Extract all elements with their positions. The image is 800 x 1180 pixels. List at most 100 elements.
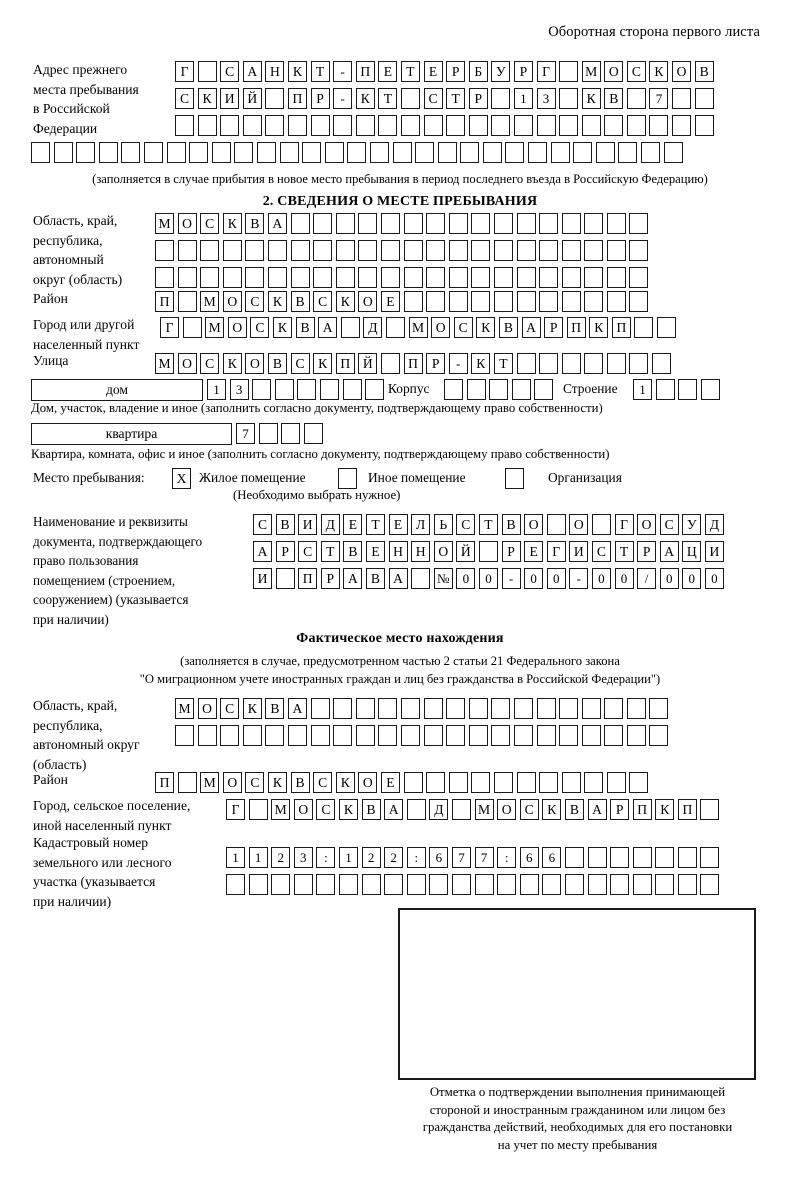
prev-address-r1-cell-3[interactable]: С (220, 61, 240, 82)
city-cell-14[interactable]: С (453, 317, 473, 338)
prev-address-r3-cell-10[interactable] (378, 115, 398, 136)
document-r2-cell-19[interactable]: А (659, 541, 679, 562)
document-r1-cell-16[interactable] (591, 514, 611, 535)
region-r1-cell-6[interactable]: А (267, 213, 287, 234)
document-r3-cell-15[interactable]: - (569, 568, 589, 589)
region-r2-cell-17[interactable] (516, 240, 536, 261)
actual-region-r1-cell-9[interactable] (355, 698, 375, 719)
actual-city-cell-2[interactable] (248, 799, 268, 820)
actual-region-r2-cell-21[interactable] (626, 725, 646, 746)
korpus-cell-1[interactable] (444, 379, 463, 400)
document-r3-cell-16[interactable]: 0 (591, 568, 611, 589)
city-cell-23[interactable] (657, 317, 677, 338)
cadastral-r2-cell-19[interactable] (632, 874, 652, 895)
cadastral-r1-cell-15[interactable]: 6 (542, 847, 562, 868)
district-cell-17[interactable] (516, 291, 536, 312)
region-r3-cell-1[interactable] (155, 267, 174, 288)
flat-number-cells[interactable]: 7 (236, 423, 323, 444)
actual-district-cell-12[interactable] (403, 772, 423, 793)
document-r3-cell-4[interactable]: Р (320, 568, 340, 589)
prev-address-r2-cell-13[interactable]: Т (446, 88, 466, 109)
prev-address-r3-cell-3[interactable] (220, 115, 240, 136)
district-cell-1[interactable]: П (155, 291, 174, 312)
region-r2-cell-12[interactable] (403, 240, 423, 261)
district-cell-20[interactable] (584, 291, 604, 312)
street-cell-14[interactable]: - (448, 353, 468, 374)
actual-region-r2-cell-20[interactable] (604, 725, 624, 746)
actual-city-cell-12[interactable]: М (474, 799, 494, 820)
actual-district-cell-15[interactable] (471, 772, 491, 793)
cadastral-r2-cell-11[interactable] (451, 874, 471, 895)
prev-address-r3-cell-17[interactable] (536, 115, 556, 136)
district-cell-5[interactable]: С (245, 291, 265, 312)
prev-address-r4-cell-13[interactable] (302, 142, 322, 163)
actual-region-r1-cell-8[interactable] (333, 698, 353, 719)
city-cell-7[interactable]: В (295, 317, 315, 338)
prev-address-r1-cell-2[interactable] (197, 61, 217, 82)
document-r3-cell-13[interactable]: 0 (524, 568, 544, 589)
actual-city-cell-6[interactable]: К (338, 799, 358, 820)
prev-address-r2-cell-4[interactable]: Й (242, 88, 262, 109)
prev-address-r3-cell-24[interactable] (694, 115, 714, 136)
region-r1-cell-13[interactable] (426, 213, 446, 234)
prev-address-r2-cell-10[interactable]: Т (378, 88, 398, 109)
actual-city-cell-10[interactable]: Д (429, 799, 449, 820)
korpus-cell-3[interactable] (489, 379, 509, 400)
actual-region-r1-cell-4[interactable]: К (242, 698, 262, 719)
document-r2-cell-1[interactable]: А (253, 541, 272, 562)
region-r2-cell-18[interactable] (539, 240, 559, 261)
region-r2-cell-2[interactable] (177, 240, 197, 261)
actual-city-cell-4[interactable]: О (293, 799, 313, 820)
actual-region-r2-cell-1[interactable] (175, 725, 194, 746)
stroenie-cell-3[interactable] (678, 379, 698, 400)
prev-address-r2-cell-6[interactable]: П (287, 88, 307, 109)
document-r2-cell-8[interactable]: Н (411, 541, 431, 562)
actual-region-r2-cell-15[interactable] (491, 725, 511, 746)
actual-region-r2-cell-6[interactable] (287, 725, 307, 746)
prev-address-r3-cell-1[interactable] (175, 115, 194, 136)
city-cell-22[interactable] (634, 317, 654, 338)
region-r3-cell-22[interactable] (629, 267, 649, 288)
actual-region-r2-cell-10[interactable] (378, 725, 398, 746)
actual-district-cell-21[interactable] (606, 772, 626, 793)
cadastral-r1-cell-3[interactable]: 2 (271, 847, 291, 868)
prev-address-r1-cell-16[interactable]: Р (513, 61, 533, 82)
region-r3-cell-20[interactable] (584, 267, 604, 288)
prev-address-r4-cell-4[interactable] (98, 142, 118, 163)
district-cell-11[interactable]: Е (380, 291, 400, 312)
region-r2-cell-3[interactable] (200, 240, 220, 261)
region-r3-cell-15[interactable] (471, 267, 491, 288)
actual-region-r1-cell-7[interactable] (310, 698, 330, 719)
house-cell-6[interactable] (319, 379, 339, 400)
prev-address-r1-cell-13[interactable]: Р (446, 61, 466, 82)
prev-address-r1-cell-1[interactable]: Г (175, 61, 194, 82)
prev-address-r4-cell-9[interactable] (211, 142, 231, 163)
actual-region-r1-cell-6[interactable]: А (287, 698, 307, 719)
prev-address-r1-cell-22[interactable]: К (649, 61, 669, 82)
document-r3-cell-19[interactable]: 0 (659, 568, 679, 589)
cadastral-r1-cell-21[interactable] (677, 847, 697, 868)
region-r1-cell-3[interactable]: С (200, 213, 220, 234)
document-r2-cell-3[interactable]: С (298, 541, 318, 562)
document-r3-cell-9[interactable]: № (433, 568, 453, 589)
cadastral-r1-cell-6[interactable]: 1 (338, 847, 358, 868)
cadastral-r2-cell-9[interactable] (406, 874, 426, 895)
prev-address-r2-cell-24[interactable] (694, 88, 714, 109)
cadastral-r2-cell-12[interactable] (474, 874, 494, 895)
prev-address-r1-cell-7[interactable]: Т (310, 61, 330, 82)
region-row-2[interactable] (155, 240, 649, 261)
prev-address-r1-cell-4[interactable]: А (242, 61, 262, 82)
document-r2-cell-16[interactable]: С (591, 541, 611, 562)
document-r3-cell-6[interactable]: В (365, 568, 385, 589)
district-cell-3[interactable]: М (200, 291, 220, 312)
cadastral-r2-cell-6[interactable] (338, 874, 358, 895)
actual-district-cell-6[interactable]: К (267, 772, 287, 793)
cadastral-r2-cell-15[interactable] (542, 874, 562, 895)
document-r1-cell-13[interactable]: О (524, 514, 544, 535)
actual-region-r1-cell-15[interactable] (491, 698, 511, 719)
region-r3-cell-12[interactable] (403, 267, 423, 288)
document-r2-cell-2[interactable]: Р (275, 541, 295, 562)
region-r3-cell-14[interactable] (448, 267, 468, 288)
